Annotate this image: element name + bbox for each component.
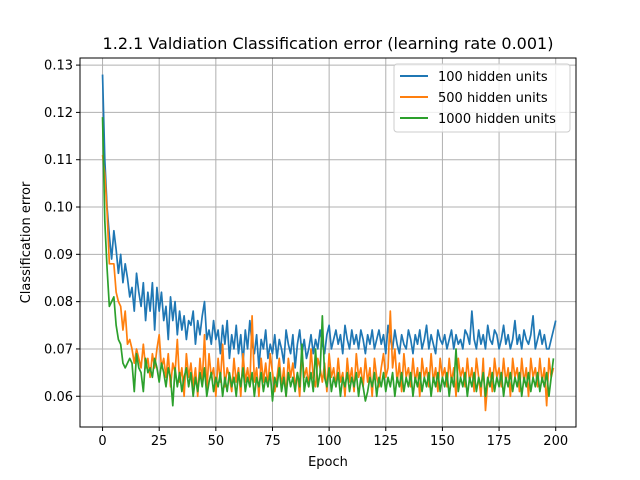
series-line-2 [101,117,555,407]
y-tick-label: 0.08 [44,295,73,310]
x-axis-ticks: 0 25 50 75 100 125 150 175 200 [98,427,568,449]
x-axis-label: Epoch [308,455,348,470]
legend-label-2: 1000 hidden units [438,112,556,127]
y-tick-label: 0.11 [44,153,73,168]
x-tick-label: 150 [430,434,455,449]
x-tick-label: 200 [543,434,568,449]
legend-label-0: 100 hidden units [438,70,548,85]
legend: 100 hidden units 500 hidden units 1000 hid… [393,63,571,133]
plot-area-frame [79,57,577,428]
x-tick-label: 50 [208,434,225,449]
x-tick-label: 0 [98,434,106,449]
y-tick-label: 0.10 [44,201,73,216]
y-axis-label: Classification error [19,181,34,303]
series-line-0 [101,74,557,369]
x-tick-label: 125 [373,434,398,449]
x-tick-label: 75 [264,434,281,449]
y-tick-label: 0.09 [44,248,73,263]
x-tick-label: 100 [317,434,342,449]
y-axis-ticks: 0.06 0.07 0.08 0.09 0.10 0.11 0.12 0.13 [44,59,80,405]
chart-title: 1.2.1 Valdiation Classification error (l… [103,34,554,53]
y-tick-label: 0.12 [44,106,73,121]
legend-label-1: 500 hidden units [438,91,548,106]
x-tick-label: 175 [487,434,512,449]
legend-box [393,63,571,133]
y-tick-label: 0.06 [44,390,73,405]
y-tick-label: 0.13 [44,59,73,74]
x-tick-label: 25 [151,434,168,449]
y-tick-label: 0.07 [44,342,73,357]
series-layer [101,74,557,412]
